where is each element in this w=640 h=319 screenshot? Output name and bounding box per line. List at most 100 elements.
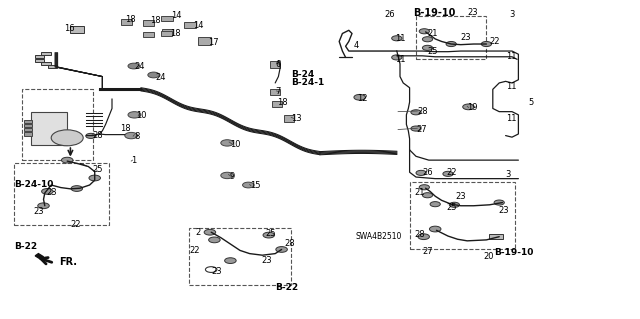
Text: 25: 25 <box>447 204 457 212</box>
Circle shape <box>38 203 49 209</box>
Text: 10: 10 <box>230 140 241 149</box>
Text: 16: 16 <box>64 24 75 33</box>
Circle shape <box>463 104 474 110</box>
Polygon shape <box>35 254 44 259</box>
Text: 21: 21 <box>415 189 425 197</box>
Text: 9: 9 <box>229 172 234 181</box>
Bar <box>14 163 109 225</box>
Text: 11: 11 <box>395 34 405 43</box>
Circle shape <box>354 94 365 100</box>
Text: 6: 6 <box>275 60 280 69</box>
Bar <box>42 62 51 65</box>
Text: 3: 3 <box>506 170 511 179</box>
Text: 25: 25 <box>428 47 438 56</box>
Circle shape <box>416 170 426 175</box>
Circle shape <box>148 72 159 78</box>
Bar <box>270 61 280 68</box>
Text: 3: 3 <box>509 10 514 19</box>
Circle shape <box>71 186 83 191</box>
Text: 12: 12 <box>357 94 367 103</box>
Text: 25: 25 <box>93 165 103 174</box>
Text: 24: 24 <box>156 73 166 82</box>
Bar <box>24 124 32 127</box>
Bar <box>284 115 294 122</box>
Text: 5: 5 <box>528 98 533 107</box>
Text: 24: 24 <box>134 63 145 71</box>
Text: B-19-10: B-19-10 <box>413 8 455 18</box>
Bar <box>161 31 172 36</box>
Circle shape <box>418 234 429 240</box>
Bar <box>35 55 44 58</box>
Bar <box>42 52 51 55</box>
Circle shape <box>263 232 275 238</box>
Text: B-19-10: B-19-10 <box>494 248 534 256</box>
Circle shape <box>422 37 433 42</box>
Text: 28: 28 <box>92 131 103 140</box>
Circle shape <box>276 247 287 252</box>
Circle shape <box>481 41 492 47</box>
Bar <box>121 19 132 25</box>
Text: 18: 18 <box>125 15 136 24</box>
Text: 22: 22 <box>70 220 81 229</box>
Circle shape <box>51 130 83 146</box>
Text: 23: 23 <box>33 207 44 216</box>
Text: B-22: B-22 <box>14 242 37 251</box>
Text: 18: 18 <box>277 98 288 107</box>
Bar <box>24 120 32 123</box>
Text: B-24-1: B-24-1 <box>291 78 324 87</box>
Text: 28: 28 <box>285 239 296 248</box>
Text: 11: 11 <box>506 82 516 91</box>
Circle shape <box>494 200 504 205</box>
Text: 13: 13 <box>291 114 302 122</box>
Text: 11: 11 <box>395 55 405 63</box>
Bar <box>270 89 280 95</box>
Text: 2: 2 <box>195 228 200 237</box>
Bar <box>161 16 173 21</box>
Bar <box>35 59 44 62</box>
Circle shape <box>128 63 140 69</box>
Circle shape <box>89 175 100 181</box>
Text: 11: 11 <box>506 52 516 61</box>
Circle shape <box>430 202 440 207</box>
Circle shape <box>392 36 402 41</box>
Circle shape <box>446 41 456 47</box>
Circle shape <box>429 226 441 232</box>
Circle shape <box>205 267 217 272</box>
Text: 8: 8 <box>134 132 140 141</box>
Text: 1: 1 <box>131 156 136 165</box>
Circle shape <box>419 29 429 34</box>
Bar <box>22 89 93 160</box>
Text: 18: 18 <box>150 16 161 25</box>
Text: 18: 18 <box>120 124 131 133</box>
Text: 14: 14 <box>193 21 204 30</box>
Bar <box>24 132 32 136</box>
Text: B-24-10: B-24-10 <box>14 180 54 189</box>
Text: 26: 26 <box>422 168 433 177</box>
Circle shape <box>225 258 236 263</box>
Text: B-24: B-24 <box>291 70 314 79</box>
Text: 10: 10 <box>136 111 146 120</box>
Text: 19: 19 <box>467 103 477 112</box>
Bar <box>410 182 515 249</box>
Text: 14: 14 <box>172 11 182 20</box>
Text: 17: 17 <box>208 38 219 47</box>
Text: 23: 23 <box>461 33 472 42</box>
Bar <box>162 29 173 35</box>
Text: 7: 7 <box>275 87 280 96</box>
Text: 20: 20 <box>483 252 493 261</box>
Text: 23: 23 <box>456 192 467 201</box>
Bar <box>198 37 211 45</box>
Bar <box>31 112 67 145</box>
Circle shape <box>422 45 433 50</box>
Circle shape <box>419 185 429 190</box>
Circle shape <box>42 189 53 194</box>
Text: FR.: FR. <box>60 256 77 267</box>
Circle shape <box>204 229 216 235</box>
Circle shape <box>411 126 421 131</box>
Text: B-22: B-22 <box>275 283 298 292</box>
Text: 23: 23 <box>467 8 478 17</box>
Text: 25: 25 <box>266 229 276 238</box>
Bar <box>416 16 486 59</box>
Text: 23: 23 <box>261 256 272 265</box>
Bar <box>184 22 196 28</box>
